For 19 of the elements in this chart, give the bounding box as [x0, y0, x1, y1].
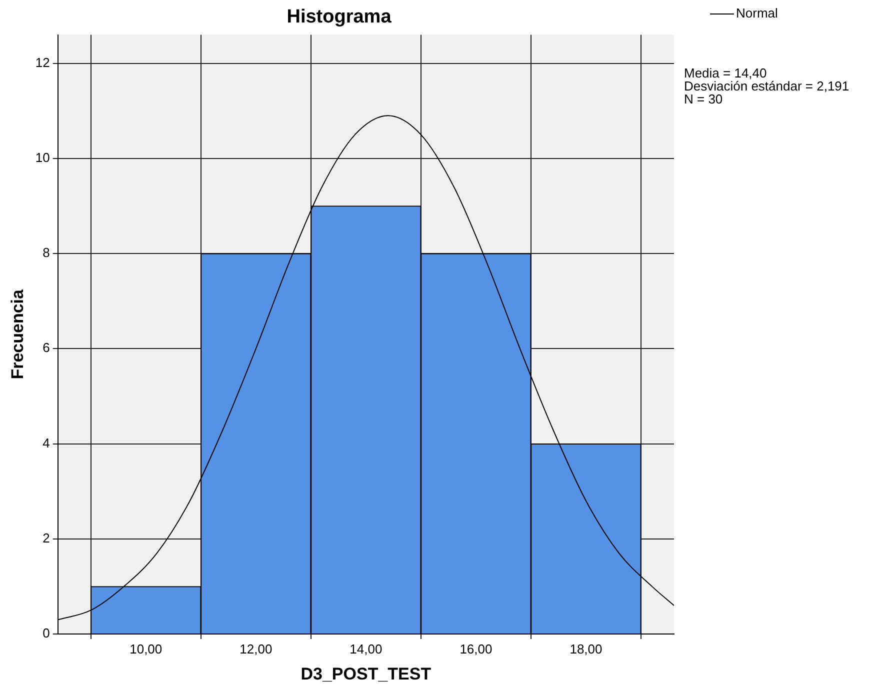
x-tick-label: 12,00	[240, 641, 272, 656]
x-axis-title: D3_POST_TEST	[300, 664, 432, 684]
y-tick-label: 8	[42, 245, 50, 260]
y-tick-label: 0	[42, 626, 50, 641]
y-axis-title: Frecuencia	[8, 288, 27, 380]
text: Desviación estándar = 2,191	[684, 78, 850, 94]
y-tick-label: 6	[42, 340, 50, 356]
y-tick-label: 2	[42, 530, 50, 546]
y-tick-label: 10	[35, 150, 50, 166]
x-tick-label: 10,00	[130, 641, 162, 656]
x-tick-label: 14,00	[350, 641, 382, 656]
chart-title: Histograma	[286, 6, 392, 28]
y-tick-label: 4	[42, 435, 50, 450]
text: N = 30	[684, 92, 723, 107]
x-tick-label: 16,00	[460, 641, 492, 656]
text: Media = 14,40	[684, 66, 767, 81]
legend-label: Normal	[736, 6, 778, 21]
x-tick-label: 18,00	[570, 641, 602, 656]
y-tick-label: 12	[35, 54, 50, 70]
